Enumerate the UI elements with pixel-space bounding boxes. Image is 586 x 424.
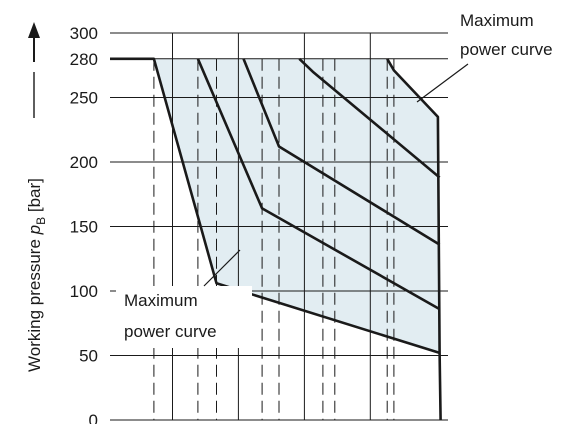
annotation-top-right: Maximum power curve: [416, 11, 553, 103]
power-curve-0: [110, 57, 440, 355]
power-curve-2: [242, 58, 441, 246]
annotation-top-right-line1: Maximum: [460, 11, 534, 30]
curves: [110, 57, 442, 421]
y-tick-150: 150: [70, 218, 98, 237]
y-tick-200: 200: [70, 153, 98, 172]
annotation-lower-middle-line2: power curve: [124, 322, 217, 341]
grid: [110, 32, 448, 421]
y-tick-50: 50: [79, 347, 98, 366]
power-curve-3: [298, 57, 441, 179]
y-tick-250: 250: [70, 89, 98, 108]
annotation-top-right-leader: [416, 63, 469, 103]
y-tick-100: 100: [70, 282, 98, 301]
annotation-lower-middle-leader: [203, 249, 241, 287]
y-tick-0: 0: [89, 411, 98, 424]
annotation-lower-middle-line1: Maximum: [124, 291, 198, 310]
operating-area: [153, 58, 440, 353]
y-tick-280: 280: [70, 50, 98, 69]
power-curve-1: [196, 58, 441, 311]
annotation-lower-middle-bg: [116, 286, 252, 348]
annotation-lower-middle: Maximum power curve: [116, 249, 252, 348]
y-axis-arrow-head: [28, 22, 40, 38]
y-tick-300: 300: [70, 24, 98, 43]
y-tick-labels: 0 50 100 150 200 250 280 300: [70, 24, 98, 424]
operating-area-fill: [153, 58, 440, 353]
power-curve-4: [386, 58, 442, 421]
y-axis-label: Working pressure pB [bar]: [25, 178, 48, 372]
annotation-top-right-line2: power curve: [460, 40, 553, 59]
